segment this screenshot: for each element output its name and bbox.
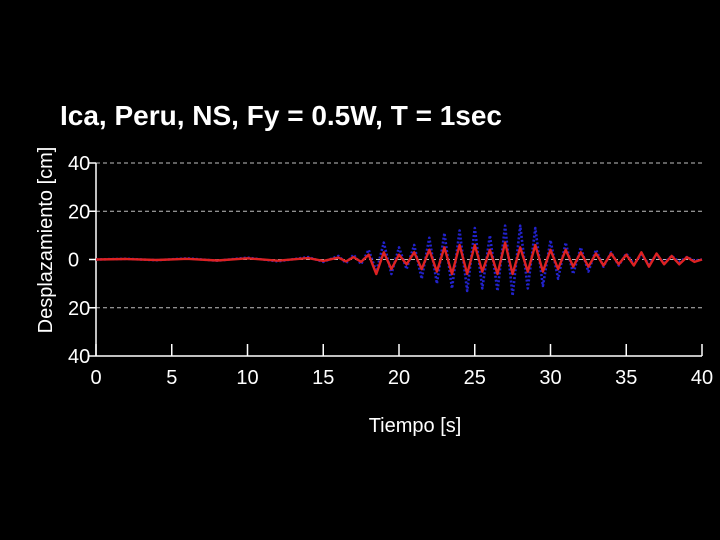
y-tick-label: 40 — [68, 346, 90, 368]
chart-title: Ica, Peru, NS, Fy = 0.5W, T = 1sec — [60, 100, 502, 131]
x-tick-label: 10 — [236, 367, 258, 389]
x-tick-label: 35 — [615, 367, 637, 389]
x-tick-label: 5 — [166, 367, 177, 389]
x-tick-label: 25 — [464, 367, 486, 389]
x-tick-label: 40 — [691, 367, 713, 389]
y-tick-label: 0 — [68, 250, 79, 272]
x-tick-label: 30 — [539, 367, 561, 389]
x-tick-label: 20 — [388, 367, 410, 389]
series-line-1 — [95, 224, 703, 297]
series-line-2 — [95, 241, 703, 276]
y-tick-label: 40 — [68, 153, 90, 175]
y-axis-label: Desplazamiento [cm] — [35, 147, 57, 334]
grid-lines — [96, 162, 702, 309]
y-tick-label: 20 — [68, 201, 90, 223]
series-layer — [95, 224, 703, 297]
x-tick-label: 0 — [90, 367, 101, 389]
x-tick-label: 15 — [312, 367, 334, 389]
x-axis-label: Tiempo [s] — [369, 415, 462, 437]
y-tick-label: 20 — [68, 298, 90, 320]
